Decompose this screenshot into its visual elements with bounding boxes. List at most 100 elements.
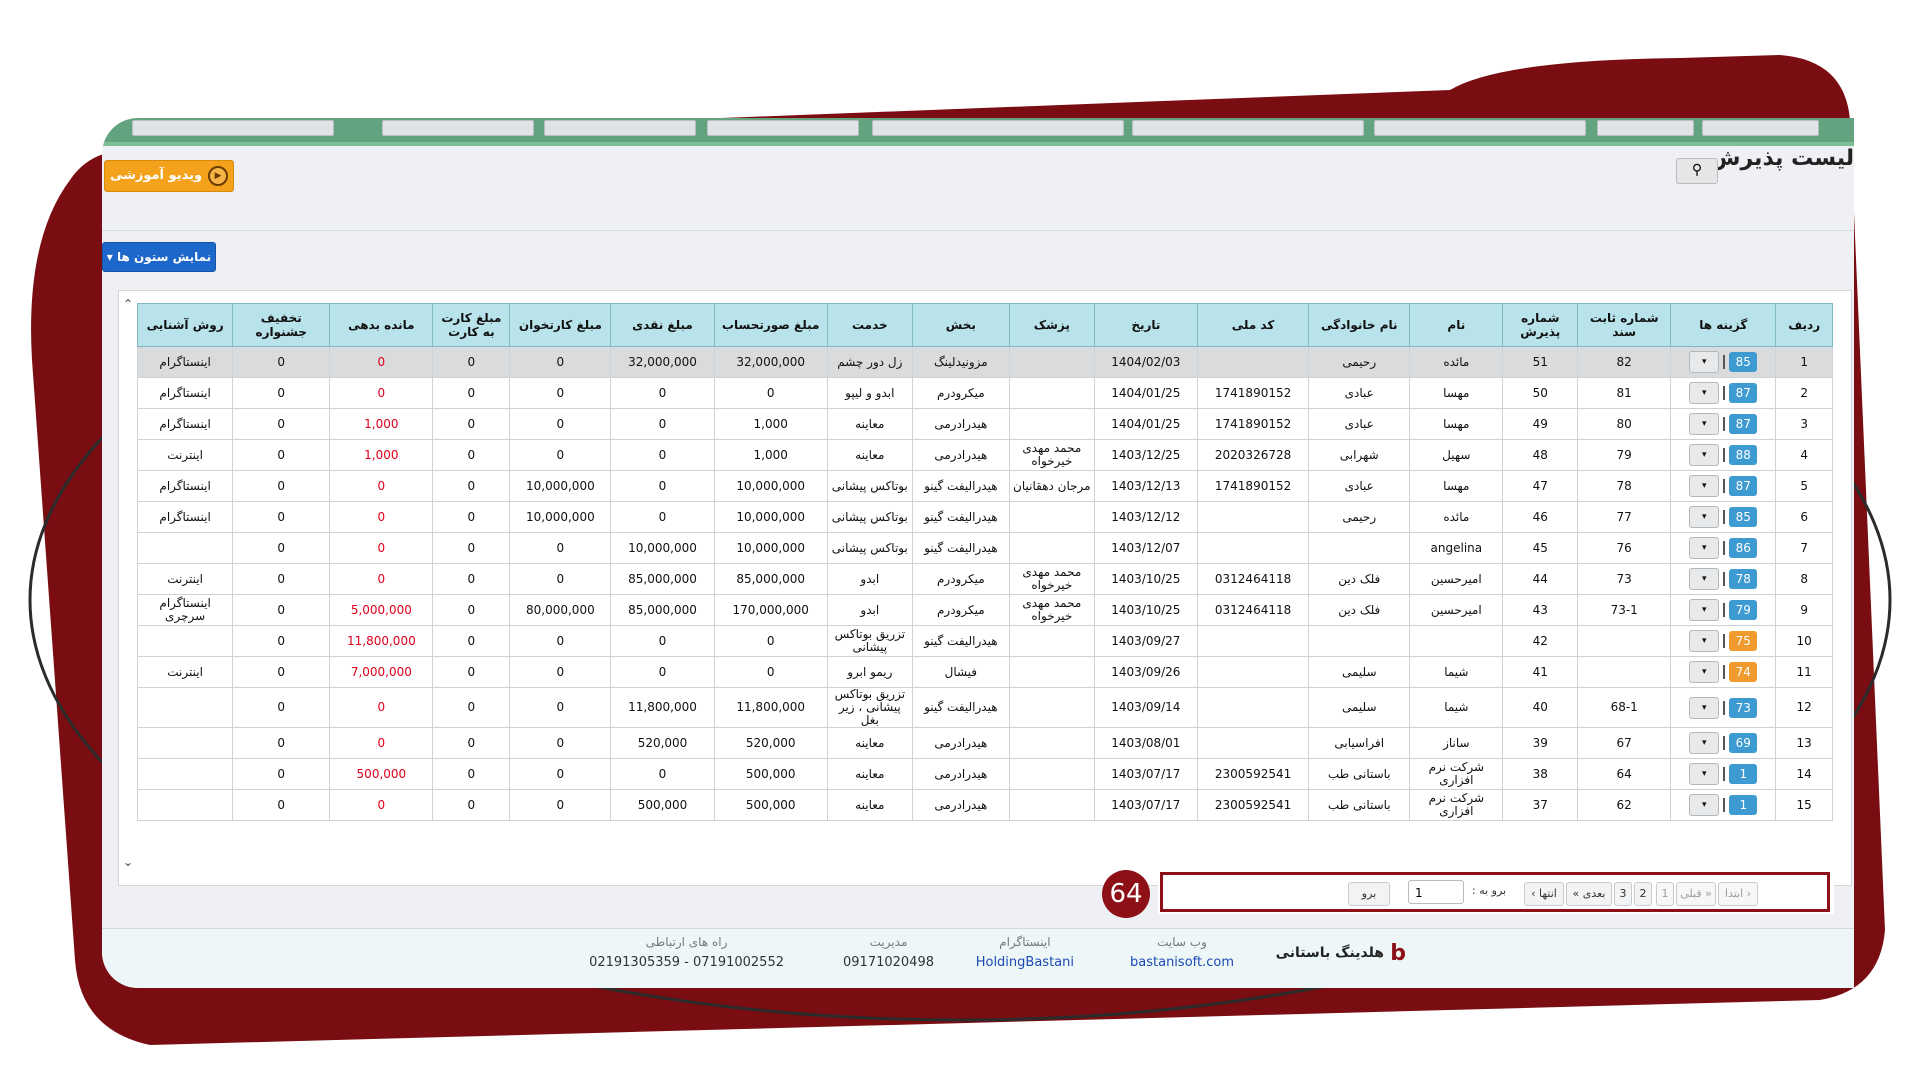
caret-down-icon: ▾	[106, 250, 113, 264]
table-row[interactable]: 15 ▾ 1 62 37 شرکت نرم افزاری باستانی طب 2300592…	[136, 789, 1833, 821]
menu-tab[interactable]	[707, 120, 859, 136]
pager-prev-button[interactable]: « قبلی	[1676, 882, 1716, 906]
table-row[interactable]: 3 ▾ 87 80 49 مهسا عبادی 1741890152 1404/01/25 هید…	[136, 408, 1833, 440]
table-row[interactable]: 13 ▾ 69 67 39 ساناز افراسیابی 1403/08/01 هیدرادر…	[136, 727, 1833, 759]
footer-management: مدیریت 09171020498	[843, 935, 934, 970]
footer-website-link[interactable]: bastanisoft.com	[1130, 955, 1234, 970]
row-menu-dropdown[interactable]: ▾	[1689, 537, 1720, 559]
cell-c2c: 0	[432, 470, 511, 502]
table-row[interactable]: 4 ▾ 88 79 48 سهیل شهرابی 2020326728 1403/12/25 مح…	[136, 439, 1833, 471]
column-header[interactable]: نام	[1409, 303, 1504, 347]
cell-dept: هیدرادرمی	[911, 789, 1010, 821]
row-count-badge[interactable]: 79	[1729, 600, 1758, 620]
row-count-badge[interactable]: 69	[1729, 733, 1758, 753]
row-menu-dropdown[interactable]: ▾	[1689, 599, 1720, 621]
row-count-badge[interactable]: 78	[1729, 569, 1758, 589]
row-menu-dropdown[interactable]: ▾	[1689, 351, 1720, 373]
row-menu-dropdown[interactable]: ▾	[1689, 696, 1720, 719]
table-row[interactable]: 11 ▾ 74 41 شیما سلیمی 1403/09/26 فیشال ریمو ابرو…	[136, 656, 1833, 688]
row-count-badge[interactable]: 1	[1729, 764, 1758, 784]
column-header[interactable]: شماره ثابت سند	[1577, 303, 1672, 347]
column-header[interactable]: تخفیف جشنواره	[232, 303, 331, 347]
row-count-badge[interactable]: 87	[1729, 383, 1758, 403]
cell-code: 0312464118	[1196, 563, 1310, 595]
column-header[interactable]: گزینه ها	[1670, 303, 1777, 347]
table-row[interactable]: 12 ▾ 73 68-1 40 شیما سلیمی 1403/09/14 هیدرالیفت …	[136, 687, 1833, 728]
brand-logo-icon: b	[1390, 941, 1406, 966]
row-menu-dropdown[interactable]: ▾	[1689, 794, 1720, 816]
table-row[interactable]: 14 ▾ 1 64 38 شرکت نرم افزاری باستانی طب 2300592…	[136, 758, 1833, 790]
row-menu-dropdown[interactable]: ▾	[1689, 630, 1720, 652]
cell-paz: 46	[1502, 501, 1579, 533]
pager-first-button[interactable]: ‹ ابتدا	[1718, 882, 1758, 906]
table-row[interactable]: 8 ▾ 78 73 44 امیرحسین فلک دین 0312464118 1403/10…	[136, 563, 1833, 595]
pager-go-button[interactable]: برو	[1348, 882, 1390, 906]
pager-goto-input[interactable]: 1	[1408, 880, 1464, 904]
table-row[interactable]: 5 ▾ 87 78 47 مهسا عبادی 1741890152 1403/12/13 مرج…	[136, 470, 1833, 502]
row-menu-dropdown[interactable]: ▾	[1689, 413, 1720, 435]
row-menu-dropdown[interactable]: ▾	[1689, 661, 1720, 683]
row-count-badge[interactable]: 87	[1729, 414, 1758, 434]
column-header[interactable]: مبلغ کارت به کارت	[432, 303, 511, 347]
scroll-up-icon[interactable]: ⌃	[123, 297, 134, 311]
show-columns-button[interactable]: نمایش ستون ها ▾	[102, 242, 216, 272]
table-row[interactable]: 9 ▾ 79 73-1 43 امیرحسین فلک دین 0312464118 1403/…	[136, 594, 1833, 626]
row-menu-dropdown[interactable]: ▾	[1689, 568, 1720, 590]
row-count-badge[interactable]: 85	[1729, 507, 1758, 527]
pager-page-1[interactable]: 1	[1656, 882, 1674, 906]
column-header[interactable]: نام خانوادگی	[1308, 303, 1411, 347]
cell-family: باستانی طب	[1308, 758, 1411, 790]
menu-tab[interactable]	[132, 120, 334, 136]
column-header[interactable]: مانده بدهی	[329, 303, 434, 347]
menu-tab[interactable]	[382, 120, 534, 136]
scroll-down-icon[interactable]: ⌄	[123, 855, 134, 869]
column-header[interactable]: مبلغ کارتخوان	[509, 303, 612, 347]
row-count-badge[interactable]: 85	[1729, 352, 1758, 372]
video-tutorial-button[interactable]: ▶ ویدیو آموزشی	[104, 160, 234, 192]
column-header[interactable]: مبلغ صورتحساب	[713, 303, 828, 347]
row-count-badge[interactable]: 86	[1729, 538, 1758, 558]
cell-paz: 51	[1502, 346, 1579, 378]
row-menu-dropdown[interactable]: ▾	[1689, 763, 1720, 785]
table-row[interactable]: 10 ▾ 75 42 1403/09/27 هیدرالیفت گینو تزریق بوت…	[136, 625, 1833, 657]
column-header[interactable]: کد ملی	[1196, 303, 1310, 347]
menu-tab[interactable]	[872, 120, 1124, 136]
column-header[interactable]: پزشک	[1008, 303, 1095, 347]
row-menu-dropdown[interactable]: ▾	[1689, 475, 1720, 497]
column-header[interactable]: خدمت	[826, 303, 913, 347]
search-button[interactable]: ⚲	[1676, 158, 1718, 184]
row-menu-dropdown[interactable]: ▾	[1689, 732, 1720, 754]
row-menu-dropdown[interactable]: ▾	[1689, 382, 1720, 404]
table-row[interactable]: 6 ▾ 85 77 46 مائده رحیمی 1403/12/12 هیدرالیفت گی…	[136, 501, 1833, 533]
table-row[interactable]: 2 ▾ 87 81 50 مهسا عبادی 1741890152 1404/01/25 میک…	[136, 377, 1833, 409]
footer-instagram-link[interactable]: HoldingBastani	[975, 955, 1074, 970]
column-header[interactable]: مبلغ نقدی	[610, 303, 715, 347]
row-menu-dropdown[interactable]: ▾	[1689, 444, 1720, 466]
table-row[interactable]: 7 ▾ 86 76 45 angelina 1403/12/07 هیدرالیفت گینو…	[136, 532, 1833, 564]
row-count-badge[interactable]: 88	[1729, 445, 1758, 465]
column-header[interactable]: روش آشنایی	[136, 303, 234, 347]
menu-tab[interactable]	[544, 120, 696, 136]
menu-tab[interactable]	[1702, 120, 1819, 136]
column-header[interactable]: ردیف	[1775, 303, 1833, 347]
cell-options: ▾ 74	[1670, 656, 1777, 688]
menu-tab[interactable]	[1132, 120, 1364, 136]
pager-last-button[interactable]: انتها ›	[1524, 882, 1564, 906]
cell-service: معاینه	[826, 789, 913, 821]
table-row[interactable]: 1 ▾ 85 82 51 مائده رحیمی 1404/02/03 مزونیدلینگ زل…	[136, 346, 1833, 378]
pager-page-3[interactable]: 3	[1614, 882, 1632, 906]
column-header[interactable]: شماره پذیرش	[1502, 303, 1579, 347]
row-menu-dropdown[interactable]: ▾	[1689, 506, 1720, 528]
row-count-badge[interactable]: 74	[1729, 662, 1758, 682]
row-count-badge[interactable]: 75	[1729, 631, 1758, 651]
row-count-badge[interactable]: 87	[1729, 476, 1758, 496]
pager-page-2[interactable]: 2	[1634, 882, 1652, 906]
cell-code	[1196, 727, 1310, 759]
row-count-badge[interactable]: 73	[1729, 697, 1758, 718]
pager-next-button[interactable]: بعدی »	[1566, 882, 1612, 906]
row-count-badge[interactable]: 1	[1729, 795, 1758, 815]
menu-tab[interactable]	[1597, 120, 1694, 136]
column-header[interactable]: بخش	[911, 303, 1010, 347]
menu-tab[interactable]	[1374, 120, 1586, 136]
column-header[interactable]: تاریخ	[1093, 303, 1198, 347]
